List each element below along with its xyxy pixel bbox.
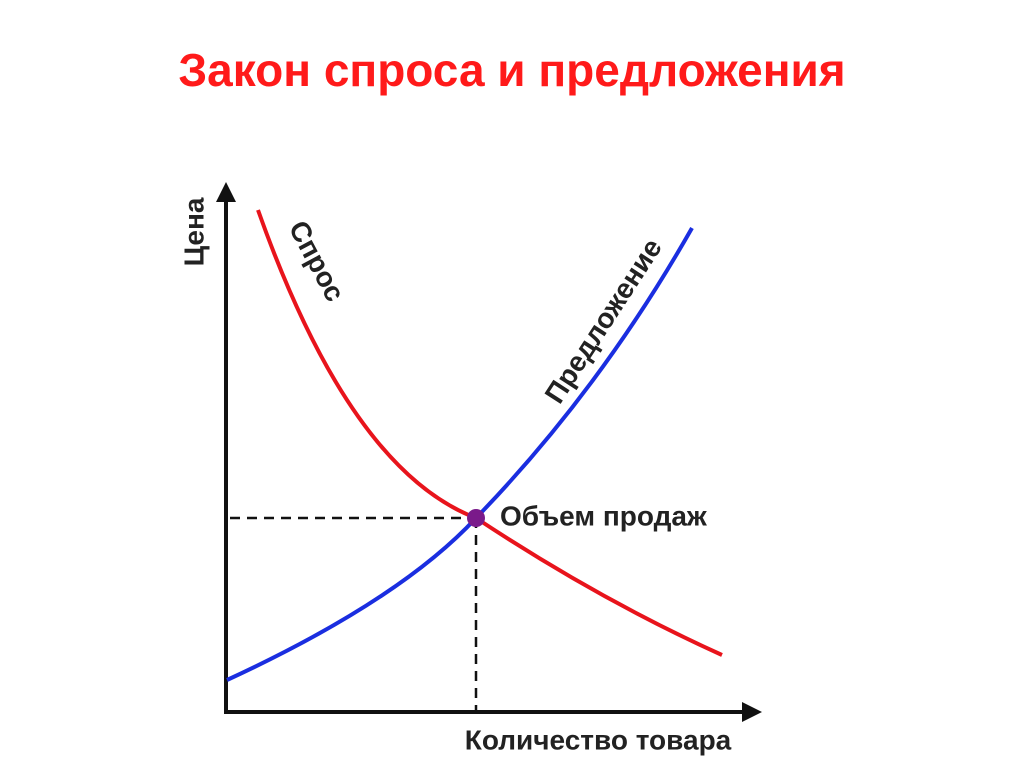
title: Закон спроса и предложения bbox=[178, 44, 845, 96]
axes bbox=[224, 198, 745, 714]
supply-label: Предложение bbox=[539, 233, 668, 409]
equilibrium-point bbox=[467, 509, 485, 527]
guides bbox=[230, 516, 478, 710]
equilibrium-label: Объем продаж bbox=[500, 500, 708, 531]
demand-label: Спрос bbox=[283, 216, 351, 307]
y-arrow bbox=[216, 182, 236, 202]
x-axis-label: Количество товара bbox=[465, 724, 732, 755]
y-axis-label: Цена bbox=[178, 197, 209, 266]
x-arrow bbox=[742, 702, 762, 722]
